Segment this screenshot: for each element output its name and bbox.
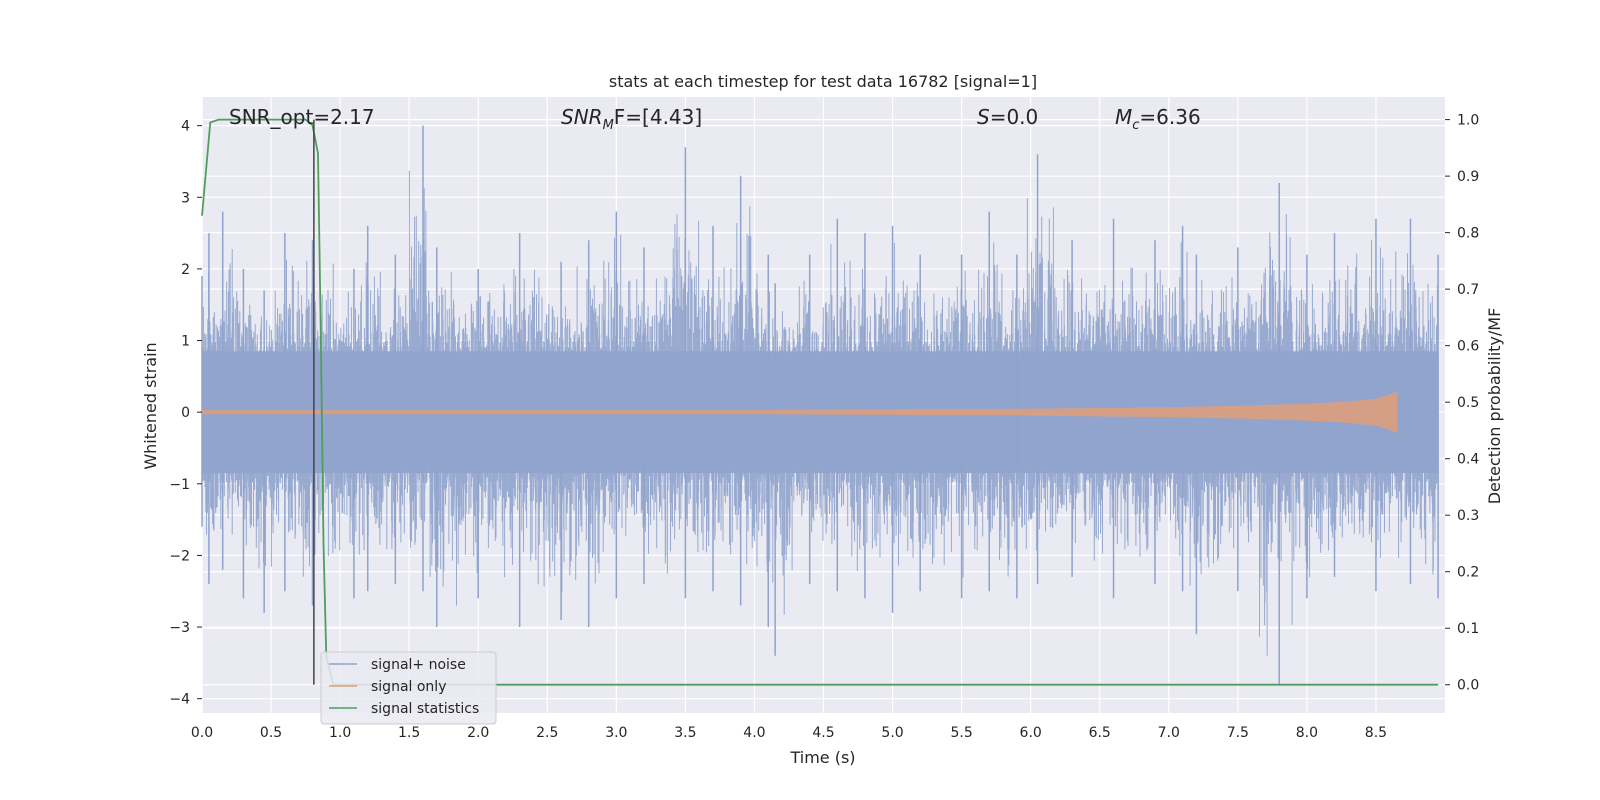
y2-tick-label: 0.2: [1457, 565, 1479, 581]
x-tick-label: 6.5: [1089, 725, 1111, 741]
series-signal-only: [201, 391, 1398, 434]
x-tick-label: 7.5: [1227, 725, 1249, 741]
y-tick-label: 1: [181, 334, 190, 350]
series-signal-statistics: [201, 118, 1439, 686]
y-tick-label: 4: [181, 119, 190, 135]
y2-tick-label: 0.8: [1457, 226, 1479, 242]
y-axis-label: Whitened strain: [141, 342, 160, 469]
x-axis-ticks: 0.0 0.5 1.0 1.5 2.0 2.5 3.0 3.5 4.0 4.5 5.0 5.5 6.0 6…: [191, 725, 1387, 741]
y2-tick-label: 0.3: [1457, 508, 1479, 524]
legend-box: [320, 651, 497, 725]
y2-tick-label: 0.9: [1457, 169, 1479, 185]
y2-tick-label: 0.7: [1457, 282, 1479, 298]
x-tick-label: 2.5: [536, 725, 558, 741]
x-tick-label: 3.0: [605, 725, 627, 741]
y2-tick-label: 0.4: [1457, 452, 1479, 468]
x-tick-label: 4.5: [812, 725, 834, 741]
x-tick-label: 1.0: [329, 725, 351, 741]
y-axis-ticks: −4 −3 −2 −1 0 1 2 3 4: [169, 119, 202, 708]
x-tick-label: 2.0: [467, 725, 489, 741]
x-tick-label: 1.5: [398, 725, 420, 741]
y-tick-label: 0: [181, 405, 190, 421]
y2-tick-label: 0.6: [1457, 339, 1479, 355]
annotation-s: S=0.0: [977, 105, 1038, 129]
y-tick-label: 2: [181, 262, 190, 278]
y-tick-label: −1: [169, 477, 190, 493]
y-tick-label: −4: [169, 692, 190, 708]
y2-tick-label: 0.0: [1457, 678, 1479, 694]
y2-axis-label: Detection probability/MF: [1485, 308, 1504, 505]
legend: signal+ noise signal only signal statist…: [320, 651, 497, 725]
x-axis-label: Time (s): [789, 748, 855, 767]
x-tick-label: 8.0: [1296, 725, 1318, 741]
signal-only-envelope: [201, 391, 1398, 434]
x-tick-label: 6.0: [1020, 725, 1042, 741]
y2-tick-label: 0.1: [1457, 621, 1479, 637]
x-tick-label: 4.0: [743, 725, 765, 741]
x-tick-label: 5.5: [950, 725, 972, 741]
legend-label-signal-plus-noise: signal+ noise: [371, 657, 466, 673]
x-tick-label: 5.0: [881, 725, 903, 741]
legend-label-signal-statistics: signal statistics: [371, 701, 479, 717]
signal-statistics-line: [201, 118, 1439, 686]
x-tick-label: 0.5: [260, 725, 282, 741]
annotation-snr-mf: SNRMF=[4.43]: [561, 105, 702, 133]
y2-tick-label: 0.5: [1457, 395, 1479, 411]
x-tick-label: 8.5: [1365, 725, 1387, 741]
x-tick-label: 3.5: [674, 725, 696, 741]
y-tick-label: 3: [181, 190, 190, 206]
annotation-mc: Mc=6.36: [1115, 105, 1201, 133]
legend-label-signal-only: signal only: [371, 679, 446, 695]
y2-tick-label: 1.0: [1457, 113, 1479, 129]
y-tick-label: −2: [169, 548, 190, 564]
chart-title: stats at each timestep for test data 167…: [609, 72, 1037, 91]
y-tick-label: −3: [169, 620, 190, 636]
y2-axis-ticks: 0.0 0.1 0.2 0.3 0.4 0.5 0.6 0.7 0.8 0.9 1.0: [1445, 113, 1479, 694]
annotation-snr-opt: SNR_opt=2.17: [229, 105, 375, 129]
x-tick-label: 0.0: [191, 725, 213, 741]
x-tick-label: 7.0: [1158, 725, 1180, 741]
